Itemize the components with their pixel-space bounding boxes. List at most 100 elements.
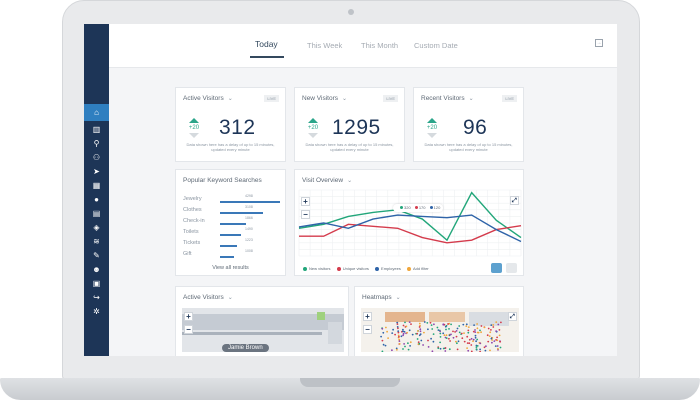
heatmap-point xyxy=(396,326,399,328)
tab-this-month[interactable]: This Month xyxy=(361,41,399,50)
card-title[interactable]: Active Visitors ⌄ xyxy=(183,95,233,102)
card-title[interactable]: Heatmaps ⌄ xyxy=(362,294,401,301)
chevron-down-icon[interactable]: ⌄ xyxy=(342,96,348,102)
tab-this-week[interactable]: This Week xyxy=(307,41,343,50)
card-title[interactable]: Active Visitors ⌄ xyxy=(183,294,233,301)
heatmap-point xyxy=(475,346,478,348)
heatmap-point xyxy=(443,334,446,337)
heatmap-point xyxy=(397,330,400,333)
navigation-icon[interactable]: ➤ xyxy=(93,166,100,176)
add-filter-icon[interactable] xyxy=(406,266,411,271)
card-title: Popular Keyword Searches xyxy=(183,177,262,184)
tab-today[interactable]: Today xyxy=(255,39,278,49)
zoom-in-button[interactable]: + xyxy=(184,312,193,321)
user-icon[interactable]: ☻ xyxy=(92,264,101,274)
bar-chart-icon[interactable]: ▥ xyxy=(92,124,101,134)
edit-icon[interactable]: ✎ xyxy=(93,250,100,260)
heatmap-point xyxy=(463,340,466,343)
chevron-down-icon[interactable]: ⌄ xyxy=(468,96,474,102)
calendar-icon[interactable]: ▣ xyxy=(92,278,101,288)
add-filter-label[interactable]: Add filter xyxy=(412,266,429,271)
export-icon[interactable]: → xyxy=(595,39,603,47)
card-title[interactable]: Recent Visitors ⌄ xyxy=(421,95,474,102)
heatmap-point xyxy=(402,332,405,335)
home-icon[interactable]: ⌂ xyxy=(84,104,109,121)
heatmap-point xyxy=(396,348,398,351)
expand-icon[interactable]: ⤢ xyxy=(510,196,519,205)
zoom-in-button[interactable]: + xyxy=(301,197,310,206)
chevron-down-icon[interactable]: ⌄ xyxy=(347,178,353,184)
keyword-row[interactable]: Tickets 1223 xyxy=(183,238,303,249)
zoom-out-button[interactable]: − xyxy=(363,325,372,334)
map-wall xyxy=(182,332,322,335)
heatmap-point xyxy=(407,348,410,351)
heatmap-point xyxy=(402,328,404,331)
keyword-row[interactable]: Check-in 1866 xyxy=(183,216,303,227)
heatmap-point xyxy=(495,339,497,341)
legend-label[interactable]: Employees xyxy=(381,266,401,271)
heatmap-point xyxy=(432,340,435,343)
series-unique-visitors-line[interactable] xyxy=(299,223,522,244)
search-icon[interactable]: ⚲ xyxy=(93,138,100,148)
visit-overview-chart xyxy=(298,189,522,257)
keyword-bar xyxy=(220,212,263,214)
heatmap-point xyxy=(472,340,474,343)
series-new-visitors-line[interactable] xyxy=(298,191,522,242)
heatmap-point xyxy=(474,334,477,337)
card-title[interactable]: New Visitors ⌄ xyxy=(302,95,348,102)
pin-icon[interactable]: ● xyxy=(94,194,99,204)
heatmap-point xyxy=(448,337,450,340)
wifi-icon[interactable]: ≋ xyxy=(93,236,100,246)
heatmap-point xyxy=(380,335,382,338)
heatmap-zone xyxy=(429,312,465,322)
delta-indicator: +20 xyxy=(185,118,203,138)
bar-chart-toggle-icon[interactable] xyxy=(506,263,517,273)
keyword-row[interactable]: Clothes 3108 xyxy=(183,205,303,216)
share-icon[interactable]: ↪ xyxy=(93,292,100,302)
zoom-in-button[interactable]: + xyxy=(363,312,372,321)
tooltip-value: 120 xyxy=(433,205,441,210)
chevron-down-icon[interactable]: ⌄ xyxy=(395,295,401,301)
live-badge: LIVE xyxy=(264,95,279,102)
legend-label[interactable]: Unique visitors xyxy=(342,266,369,271)
keyword-row[interactable]: Gift 1008 xyxy=(183,249,303,260)
heatmap-point xyxy=(488,335,491,337)
heatmap-point xyxy=(439,336,442,338)
visitor-name-label[interactable]: Jamie Brown xyxy=(222,344,269,352)
expand-icon[interactable]: ⤢ xyxy=(508,312,517,321)
heatmap-point xyxy=(417,341,420,344)
cube-icon[interactable]: ◈ xyxy=(93,222,100,232)
heatmap-point xyxy=(400,335,403,338)
heatmap-point xyxy=(479,350,481,352)
heatmap-point xyxy=(486,334,489,337)
keyword-row[interactable]: Jewelry 4298 xyxy=(183,194,303,205)
stat-card-active-visitors: Active Visitors ⌄ LIVE +20 312 Data shown… xyxy=(175,87,286,162)
view-all-link[interactable]: View all results xyxy=(212,265,249,271)
map-icon[interactable]: ▦ xyxy=(92,180,101,190)
tab-custom-date[interactable]: Custom Date xyxy=(414,41,458,50)
heatmap-zone xyxy=(469,312,509,326)
heatmap-point xyxy=(457,340,460,343)
legend-label[interactable]: New visitors xyxy=(309,266,331,271)
chevron-down-icon[interactable]: ⌄ xyxy=(227,96,233,102)
heatmap-point xyxy=(402,324,405,327)
keyword-row[interactable]: Toilets 1490 xyxy=(183,227,303,238)
area-chart-toggle-icon[interactable] xyxy=(491,263,502,273)
heatmap-floor[interactable] xyxy=(361,308,519,352)
series-employees-line[interactable] xyxy=(298,214,522,243)
heatmap-point xyxy=(416,338,419,340)
heatmap-point xyxy=(398,338,401,341)
users-icon[interactable]: ⚇ xyxy=(92,152,101,162)
card-title[interactable]: Visit Overview ⌄ xyxy=(302,177,353,184)
zoom-out-button[interactable]: − xyxy=(301,210,310,219)
heatmap-point xyxy=(462,323,465,326)
floor-map[interactable]: Jamie Brown xyxy=(182,308,344,352)
heatmap-point xyxy=(479,329,481,332)
chevron-down-icon[interactable]: ⌄ xyxy=(227,295,233,301)
zoom-out-button[interactable]: − xyxy=(184,325,193,334)
building-icon[interactable]: ▤ xyxy=(92,208,101,218)
heatmap-point xyxy=(492,326,495,328)
heatmap-point xyxy=(480,325,483,327)
settings-icon[interactable]: ✲ xyxy=(93,306,100,316)
